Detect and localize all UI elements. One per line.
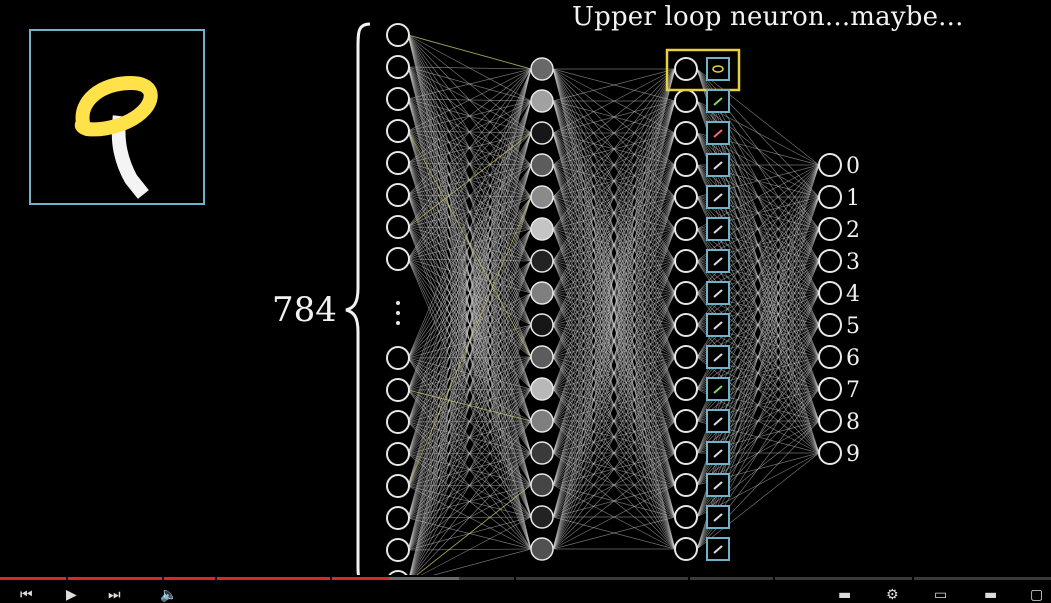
input-neuron bbox=[386, 346, 410, 370]
input-neuron bbox=[386, 23, 410, 47]
digit-nine-image bbox=[31, 31, 203, 203]
hidden1-neuron bbox=[530, 57, 554, 81]
subtitles-icon[interactable]: ▬ bbox=[838, 587, 852, 603]
annotation-title: Upper loop neuron...maybe... bbox=[572, 2, 964, 32]
ellipsis-dot bbox=[396, 301, 400, 305]
hidden1-neuron bbox=[530, 153, 554, 177]
output-neuron bbox=[818, 409, 842, 433]
ellipsis-dot bbox=[396, 321, 400, 325]
input-neuron bbox=[386, 247, 410, 271]
hidden1-neuron bbox=[530, 409, 554, 433]
output-label: 3 bbox=[846, 250, 860, 275]
hidden2-neuron bbox=[674, 217, 698, 241]
chapter-marker bbox=[688, 577, 690, 580]
chapter-marker bbox=[912, 577, 914, 580]
hidden2-neuron bbox=[674, 345, 698, 369]
previous-icon[interactable]: ⏮ bbox=[20, 587, 33, 603]
hidden1-neuron bbox=[530, 441, 554, 465]
input-neuron bbox=[386, 119, 410, 143]
hidden2-neuron bbox=[674, 473, 698, 497]
input-count-label: 784 bbox=[272, 290, 337, 330]
output-label: 4 bbox=[846, 282, 860, 307]
output-label: 0 bbox=[846, 154, 860, 179]
hidden1-neuron bbox=[530, 249, 554, 273]
input-neuron bbox=[386, 442, 410, 466]
hidden1-neuron bbox=[530, 537, 554, 561]
output-neuron bbox=[818, 345, 842, 369]
hidden2-neuron bbox=[674, 409, 698, 433]
output-neuron bbox=[818, 185, 842, 209]
settings-icon[interactable]: ⚙ bbox=[886, 587, 899, 603]
chapter-marker bbox=[215, 577, 217, 580]
output-label: 9 bbox=[846, 442, 860, 467]
output-neuron bbox=[818, 441, 842, 465]
hidden2-neuron bbox=[674, 441, 698, 465]
hidden1-neuron bbox=[530, 377, 554, 401]
feature-thumbnail bbox=[706, 57, 730, 81]
fullscreen-icon[interactable]: ▢ bbox=[1030, 587, 1044, 603]
input-neuron bbox=[386, 151, 410, 175]
output-neuron bbox=[818, 377, 842, 401]
output-neuron bbox=[818, 153, 842, 177]
input-neuron bbox=[386, 55, 410, 79]
output-label: 7 bbox=[846, 378, 860, 403]
progress-played[interactable] bbox=[0, 577, 389, 580]
output-neuron bbox=[818, 281, 842, 305]
input-neuron bbox=[386, 410, 410, 434]
hidden2-neuron bbox=[674, 281, 698, 305]
output-neuron bbox=[818, 313, 842, 337]
hidden1-neuron bbox=[530, 473, 554, 497]
chapter-marker bbox=[773, 577, 775, 580]
hidden2-neuron bbox=[674, 537, 698, 561]
play-icon[interactable]: ▶ bbox=[66, 587, 77, 603]
hidden1-neuron bbox=[530, 185, 554, 209]
chapter-marker bbox=[66, 577, 68, 580]
input-neuron bbox=[386, 474, 410, 498]
next-icon[interactable]: ⏭ bbox=[108, 587, 121, 603]
input-digit-thumbnail bbox=[29, 29, 205, 205]
output-label: 2 bbox=[846, 218, 860, 243]
hidden2-neuron bbox=[674, 313, 698, 337]
hidden2-neuron bbox=[674, 153, 698, 177]
chapter-marker bbox=[514, 577, 516, 580]
hidden1-neuron bbox=[530, 89, 554, 113]
ellipsis-dot bbox=[396, 311, 400, 315]
output-neuron bbox=[818, 249, 842, 273]
input-neuron bbox=[386, 378, 410, 402]
hidden2-neuron bbox=[674, 185, 698, 209]
hidden2-neuron bbox=[674, 377, 698, 401]
hidden2-neuron bbox=[674, 89, 698, 113]
output-label: 5 bbox=[846, 314, 860, 339]
highlight-box bbox=[665, 48, 741, 92]
progress-track[interactable] bbox=[0, 577, 1051, 580]
hidden1-neuron bbox=[530, 345, 554, 369]
volume-icon[interactable]: 🔈 bbox=[160, 587, 178, 603]
theater-icon[interactable]: ▬ bbox=[984, 587, 998, 603]
input-neuron bbox=[386, 506, 410, 530]
chapter-marker bbox=[162, 577, 164, 580]
hidden2-neuron bbox=[674, 505, 698, 529]
output-label: 8 bbox=[846, 410, 860, 435]
progress-buffer bbox=[388, 577, 459, 580]
hidden1-neuron bbox=[530, 313, 554, 337]
hidden1-neuron bbox=[530, 505, 554, 529]
output-label: 1 bbox=[846, 186, 860, 211]
output-label: 6 bbox=[846, 346, 860, 371]
output-neuron bbox=[818, 217, 842, 241]
hidden1-neuron bbox=[530, 281, 554, 305]
input-neuron bbox=[386, 215, 410, 239]
input-neuron bbox=[386, 87, 410, 111]
hidden1-neuron bbox=[530, 121, 554, 145]
hidden1-neuron bbox=[530, 217, 554, 241]
miniplayer-icon[interactable]: ▭ bbox=[934, 587, 948, 603]
input-neuron bbox=[386, 183, 410, 207]
hidden2-neuron bbox=[674, 57, 698, 81]
hidden2-neuron bbox=[674, 121, 698, 145]
chapter-marker bbox=[330, 577, 332, 580]
hidden2-neuron bbox=[674, 249, 698, 273]
input-neuron bbox=[386, 538, 410, 562]
